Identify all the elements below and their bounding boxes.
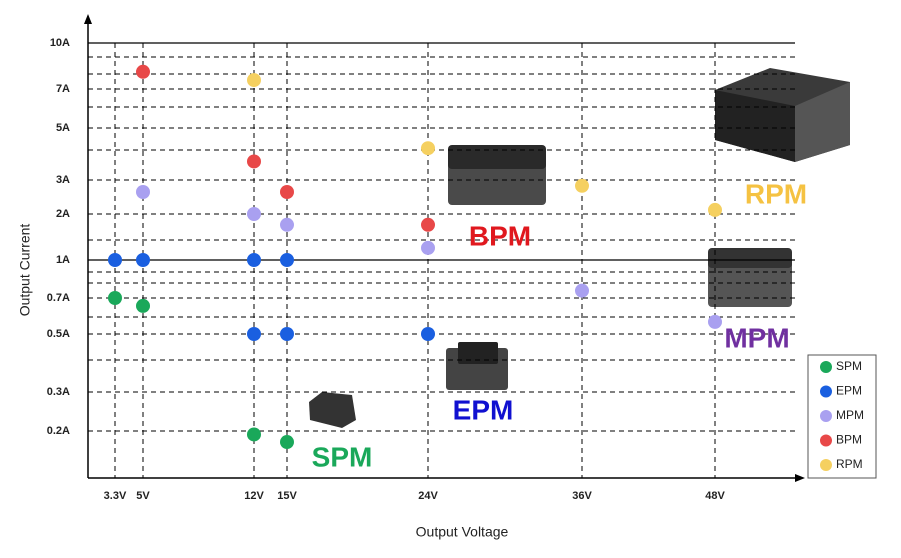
- y-tick-label: 5A: [56, 122, 70, 134]
- point: [247, 253, 261, 267]
- point: [136, 64, 150, 79]
- x-tick-label: 24V: [418, 490, 438, 502]
- point: [421, 240, 435, 255]
- legend-swatch: [820, 434, 832, 447]
- point: [108, 253, 122, 267]
- point: [421, 141, 435, 156]
- y-tick-label: 3A: [56, 174, 70, 186]
- point: [136, 253, 150, 267]
- minor-grid: [88, 56, 795, 361]
- y-tick-label: 10A: [50, 37, 70, 49]
- point: [108, 291, 122, 305]
- product-images: [309, 68, 850, 428]
- annotation: EPM: [453, 394, 514, 425]
- point: [247, 327, 261, 341]
- y-tick-label: 2A: [56, 208, 70, 220]
- point: [421, 217, 435, 232]
- x-tick-label: 15V: [277, 490, 297, 502]
- y-tick-label: 1A: [56, 254, 70, 266]
- point: [136, 298, 150, 313]
- x-axis-label: Output Voltage: [416, 524, 509, 540]
- point: [247, 154, 261, 169]
- y-tick-label: 0.7A: [47, 292, 70, 304]
- legend-label: MPM: [836, 408, 864, 422]
- point: [575, 283, 589, 298]
- annotation: RPM: [745, 178, 807, 209]
- annotation: BPM: [469, 220, 531, 251]
- annotation: MPM: [724, 322, 789, 353]
- point: [575, 178, 589, 193]
- x-axis-arrow: [795, 474, 805, 482]
- point: [708, 314, 722, 329]
- x-tick-label: 3.3V: [104, 490, 127, 502]
- y-tick-label: 7A: [56, 83, 70, 95]
- point: [280, 327, 294, 341]
- point: [247, 207, 261, 221]
- point: [280, 253, 294, 267]
- legend-swatch: [820, 361, 832, 373]
- x-tick-label: 36V: [572, 490, 592, 502]
- legend-swatch: [820, 410, 832, 422]
- point: [280, 217, 294, 232]
- x-tick-label: 12V: [244, 490, 264, 502]
- point: [247, 427, 261, 442]
- y-tick-label: 0.5A: [47, 328, 70, 340]
- legend-label: EPM: [836, 384, 862, 398]
- annotation: SPM: [312, 441, 373, 472]
- y-axis-label: Output Current: [17, 224, 33, 317]
- legend-label: SPM: [836, 359, 862, 373]
- legend-box: [807, 354, 877, 479]
- point: [136, 184, 150, 199]
- legend-swatch: [820, 385, 832, 398]
- point: [280, 184, 294, 199]
- legend-swatch: [820, 459, 832, 471]
- point: [247, 73, 261, 88]
- x-tick-label: 5V: [136, 490, 150, 502]
- point: [708, 202, 722, 217]
- y-tick-label: 0.3A: [47, 386, 70, 398]
- x-tick-label: 48V: [705, 490, 725, 502]
- legend-label: BPM: [836, 433, 862, 447]
- point: [421, 327, 435, 341]
- legend-label: RPM: [836, 457, 863, 471]
- point: [280, 435, 294, 450]
- y-tick-label: 0.2A: [47, 425, 70, 437]
- y-axis-arrow: [84, 14, 92, 24]
